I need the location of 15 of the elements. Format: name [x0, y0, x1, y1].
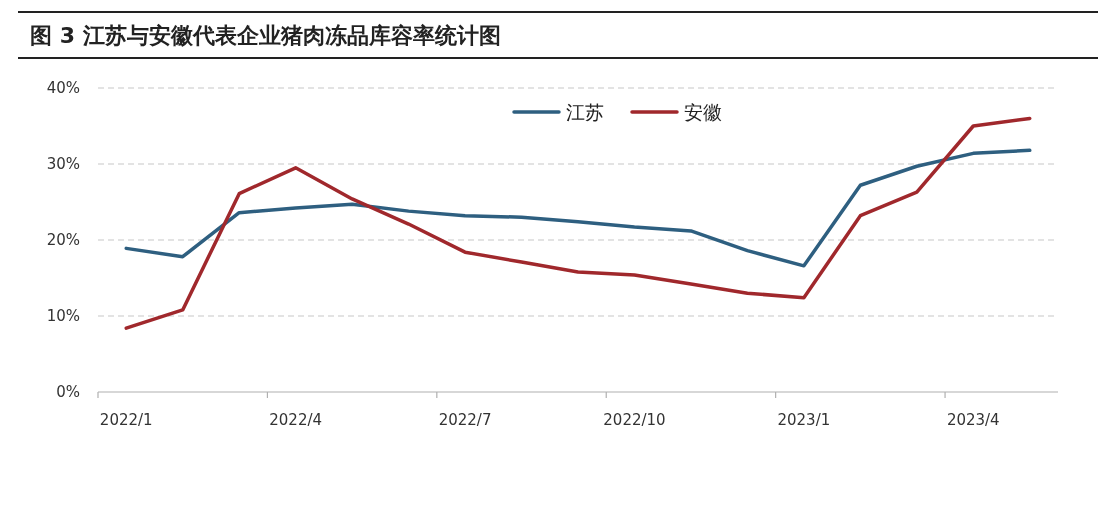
- legend-label: 安徽: [684, 101, 722, 123]
- y-tick-label: 10%: [46, 307, 80, 325]
- x-tick-label: 2022/10: [603, 411, 666, 429]
- x-tick-label: 2023/1: [777, 411, 831, 429]
- x-tick-label: 2022/7: [438, 411, 492, 429]
- y-tick-label: 0%: [56, 383, 80, 401]
- x-tick-label: 2023/4: [946, 411, 1000, 429]
- chart-title: 图 3 江苏与安徽代表企业猪肉冻品库容率统计图: [30, 23, 501, 48]
- legend-label: 江苏: [566, 101, 604, 123]
- line-series: [124, 148, 1032, 268]
- x-tick-label: 2022/1: [99, 411, 153, 429]
- y-tick-label: 30%: [46, 155, 80, 173]
- y-tick-label: 40%: [46, 79, 80, 97]
- y-tick-label: 20%: [46, 231, 80, 249]
- x-tick-label: 2022/4: [269, 411, 323, 429]
